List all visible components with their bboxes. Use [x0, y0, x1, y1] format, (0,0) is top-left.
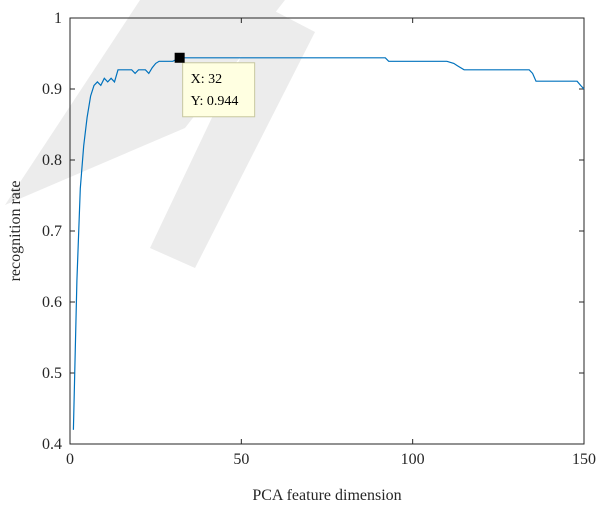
y-axis-ticks: 0.4 0.5 0.6 0.7 0.8 0.9 1 [42, 10, 584, 453]
watermark-graphic [5, 0, 315, 268]
y-tick-label: 0.7 [42, 223, 62, 240]
y-tick-label: 0.4 [42, 436, 62, 453]
x-tick-label: 50 [233, 451, 249, 468]
x-axis-label: PCA feature dimension [252, 487, 401, 504]
data-tip-marker[interactable] [174, 52, 185, 63]
y-tick-label: 0.6 [42, 294, 62, 311]
x-axis-ticks: 0 50 100 150 [66, 18, 596, 468]
y-tick-label: 1 [54, 10, 62, 27]
x-tick-label: 0 [66, 451, 74, 468]
data-tip-box [182, 62, 256, 118]
y-tick-label: 0.5 [42, 365, 62, 382]
data-tip-y-text: Y: 0.944 [191, 94, 239, 109]
x-tick-label: 150 [572, 451, 596, 468]
x-tick-label: 100 [401, 451, 425, 468]
series-layer [72, 57, 585, 430]
series-line [72, 57, 585, 430]
y-tick-label: 0.9 [42, 81, 62, 98]
data-tip[interactable]: X: 32 Y: 0.944 [174, 52, 256, 118]
y-axis-label: recognition rate [7, 181, 24, 282]
y-tick-label: 0.8 [42, 152, 62, 169]
data-tip-x-text: X: 32 [191, 72, 223, 87]
